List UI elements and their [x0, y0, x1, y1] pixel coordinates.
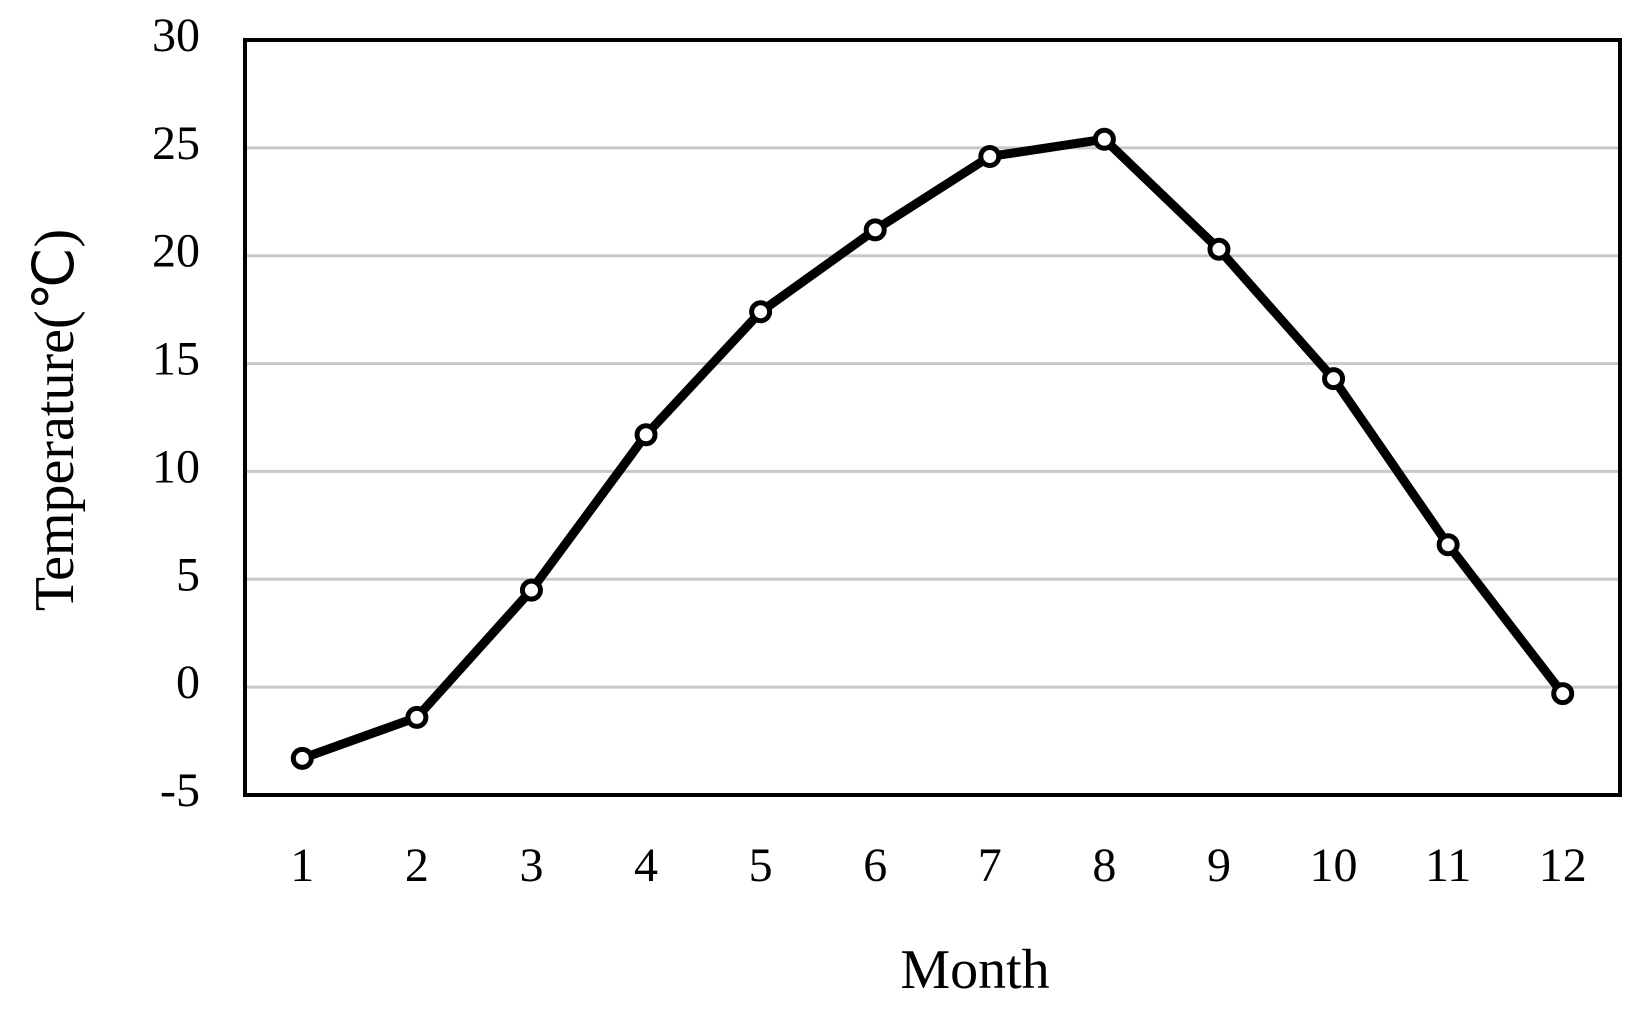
x-tick-label: 5 [749, 839, 773, 892]
point [1207, 237, 1231, 261]
x-tick-label: 8 [1092, 839, 1116, 892]
y-tick-label: -5 [160, 764, 200, 817]
x-tick-label: 11 [1425, 839, 1471, 892]
point [1092, 127, 1116, 151]
point [405, 705, 429, 729]
x-axis-title: Month [900, 939, 1049, 1001]
x-tick-label: 1 [290, 839, 314, 892]
point [1436, 533, 1460, 557]
point [1322, 367, 1346, 391]
y-tick-label: 25 [152, 117, 200, 170]
x-tick-label: 9 [1207, 839, 1231, 892]
point [978, 144, 1002, 168]
x-tick-label: 10 [1310, 839, 1358, 892]
point [290, 746, 314, 770]
x-tick-label: 12 [1539, 839, 1587, 892]
y-tick-label: 0 [176, 656, 200, 709]
point [634, 423, 658, 447]
x-tick-label: 7 [978, 839, 1002, 892]
x-tick-label: 6 [863, 839, 887, 892]
point [749, 300, 773, 324]
point [863, 218, 887, 242]
plot-frame [243, 38, 1622, 797]
point [1551, 682, 1575, 706]
y-tick-label: 15 [152, 333, 200, 386]
line [300, 134, 1567, 763]
x-tick-label: 2 [405, 839, 429, 892]
x-tick-label: 3 [519, 839, 543, 892]
y-axis-title: Temperature(℃) [24, 229, 86, 611]
y-tick-label: 30 [152, 9, 200, 62]
y-tick-label: 5 [176, 548, 200, 601]
y-tick-label: 10 [152, 440, 200, 493]
x-tick-label: 4 [634, 839, 658, 892]
y-tick-label: 20 [152, 225, 200, 278]
point [519, 578, 543, 602]
